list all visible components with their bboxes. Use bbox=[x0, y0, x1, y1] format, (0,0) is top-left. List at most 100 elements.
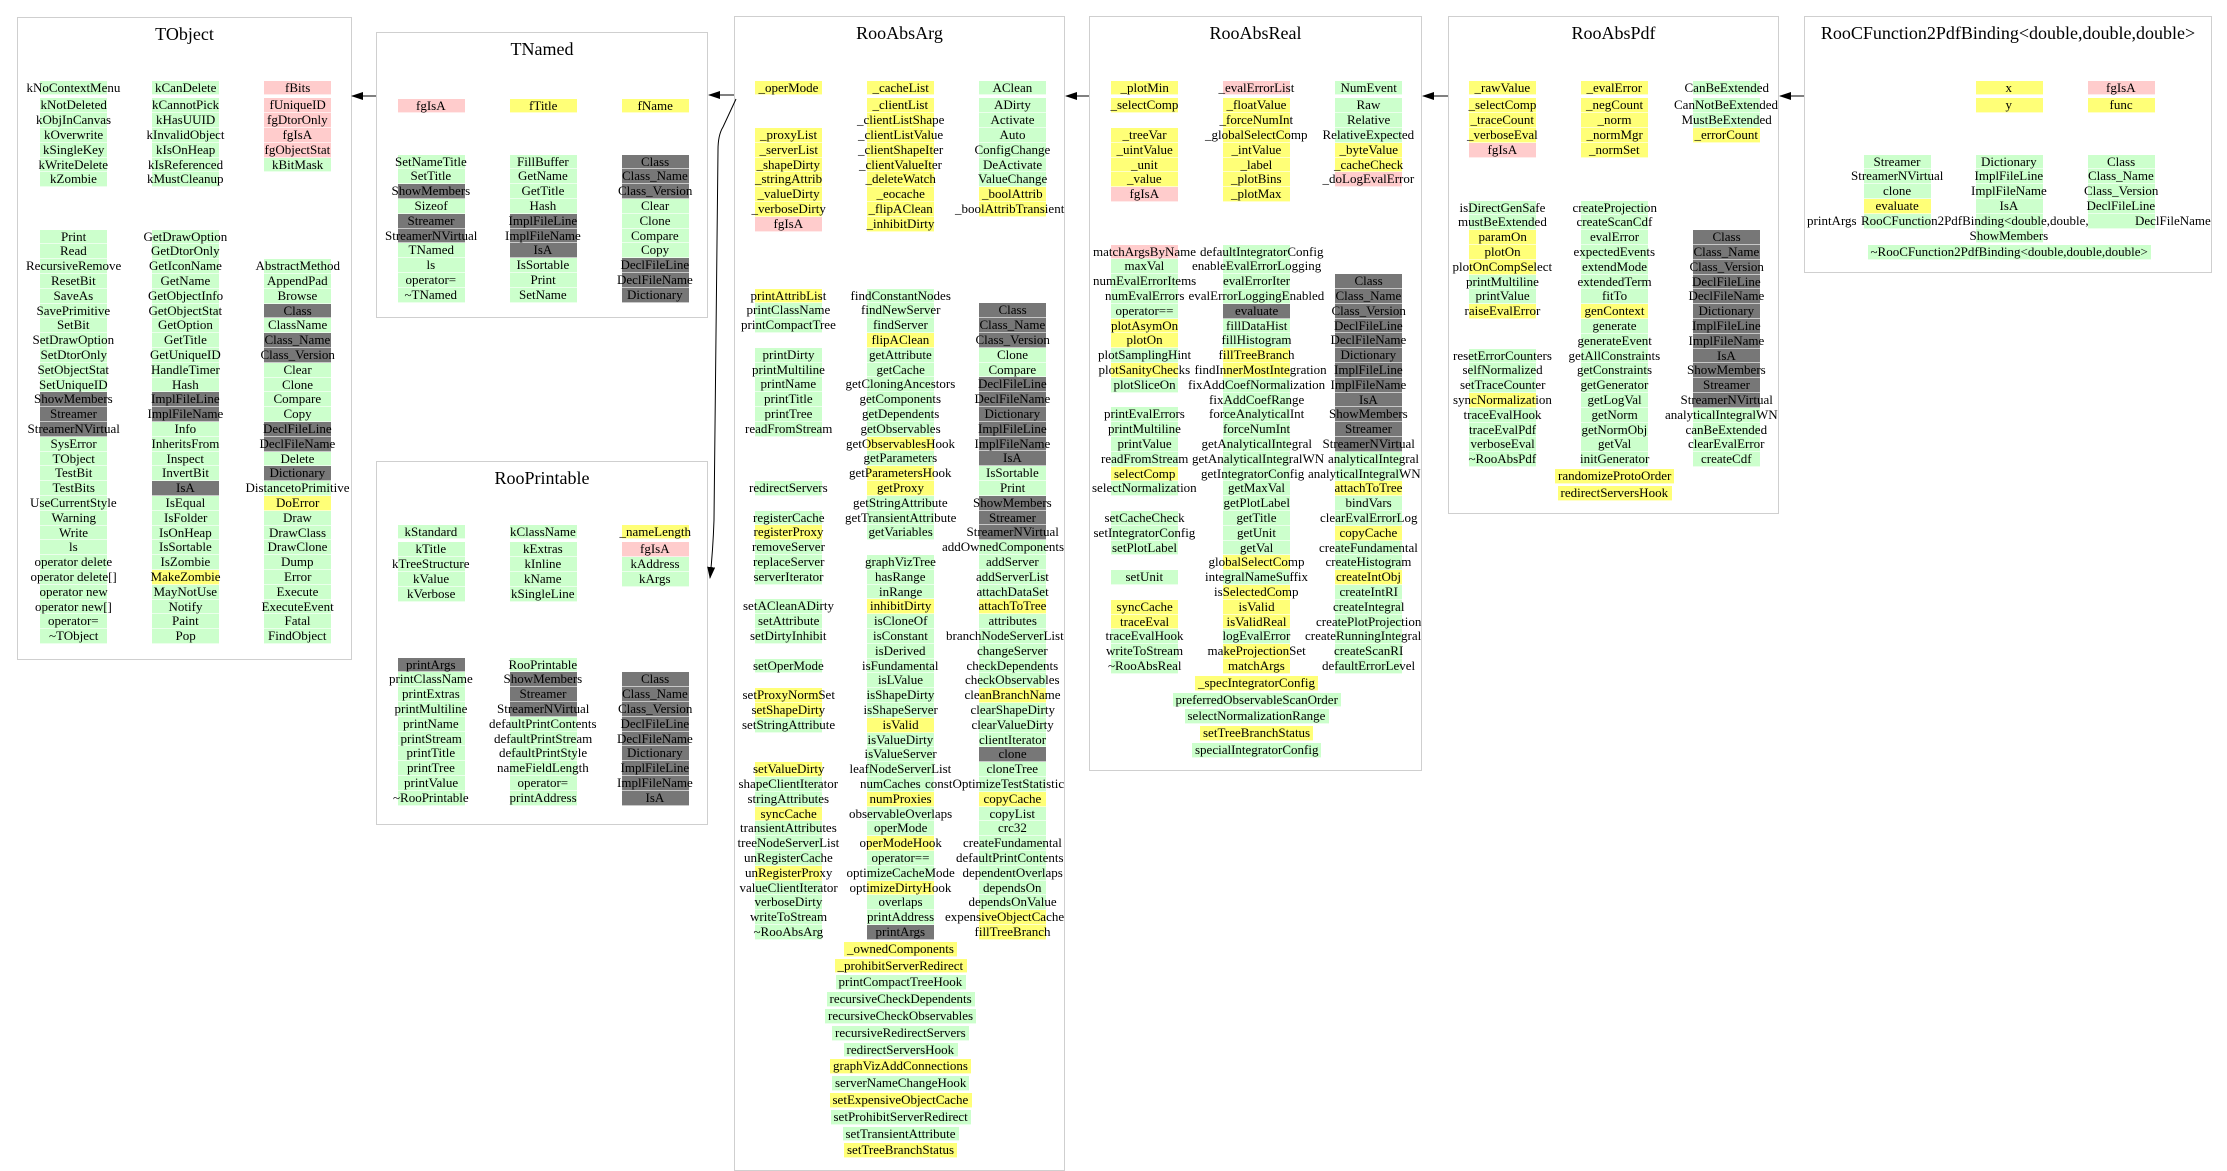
method-item[interactable]: traceEval bbox=[1111, 614, 1178, 630]
method-item[interactable]: IsOnHeap bbox=[152, 525, 219, 541]
method-item[interactable]: operator= bbox=[397, 272, 465, 288]
method-item[interactable]: AbstractMethod bbox=[256, 258, 340, 274]
method-item[interactable]: isValid bbox=[867, 717, 934, 733]
method-item[interactable]: numCaches bbox=[860, 776, 934, 792]
method-item[interactable]: verboseDirty bbox=[755, 895, 822, 911]
member-item[interactable]: _forceNumInt bbox=[1220, 112, 1293, 128]
method-item[interactable]: ImplFileLine bbox=[151, 392, 220, 408]
method-item[interactable]: Browse bbox=[264, 288, 331, 304]
method-item[interactable]: printStream bbox=[397, 731, 465, 747]
class-box-tnamed[interactable]: TNamed fgIsA fTitle fName SetNameTitle SetTit… bbox=[376, 32, 708, 318]
method-item[interactable]: redirectServersHook bbox=[843, 1042, 958, 1058]
method-item[interactable]: GetName bbox=[509, 169, 577, 185]
method-item[interactable]: Delete bbox=[264, 451, 331, 467]
method-item[interactable]: maxVal bbox=[1111, 259, 1178, 275]
method-item[interactable]: createFundamental bbox=[963, 835, 1062, 851]
method-item[interactable]: printValue bbox=[1469, 289, 1536, 305]
method-item[interactable]: createScanCdf bbox=[1577, 215, 1652, 231]
method-item[interactable]: HandleTimer bbox=[151, 362, 220, 378]
method-item[interactable]: DeclFileLine bbox=[621, 716, 689, 732]
method-item[interactable]: InheritsFrom bbox=[152, 436, 219, 452]
method-item[interactable]: removeServer bbox=[752, 539, 825, 555]
method-item[interactable]: Class_Name bbox=[1335, 288, 1402, 304]
method-item[interactable]: Class_Version bbox=[618, 183, 692, 199]
method-item[interactable]: clone bbox=[1863, 183, 1931, 199]
method-item[interactable]: fixAddCoefRange bbox=[1209, 392, 1304, 408]
member-item[interactable]: kZombie bbox=[40, 172, 107, 188]
method-item[interactable]: IsA bbox=[1335, 392, 1402, 408]
method-item[interactable]: printTitle bbox=[397, 746, 465, 762]
method-item[interactable]: printName bbox=[755, 377, 822, 393]
method-item[interactable]: GetTitle bbox=[152, 332, 219, 348]
member-item[interactable]: kObjInCanvas bbox=[36, 112, 111, 128]
method-item[interactable]: getDependents bbox=[862, 406, 939, 422]
method-item[interactable]: isDirectGenSafe bbox=[1460, 200, 1545, 216]
method-item[interactable]: canBeExtended bbox=[1686, 422, 1767, 438]
method-item[interactable]: Copy bbox=[621, 243, 689, 259]
method-item[interactable]: analyticalIntegral bbox=[1328, 451, 1419, 467]
method-item[interactable]: expectedEvents bbox=[1574, 244, 1655, 260]
member-item[interactable]: kIsOnHeap bbox=[152, 142, 219, 158]
method-item[interactable]: Error bbox=[264, 569, 331, 585]
method-item[interactable]: GetOption bbox=[152, 318, 219, 334]
method-item[interactable]: getObservablesHook bbox=[846, 436, 955, 452]
method-item[interactable]: setAttribute bbox=[755, 613, 822, 629]
method-item[interactable]: getLogVal bbox=[1581, 392, 1648, 408]
method-item[interactable]: generateEvent bbox=[1578, 333, 1652, 349]
method-item[interactable]: ImplFileName bbox=[505, 228, 581, 244]
class-box-rooabspdf[interactable]: RooAbsPdf _rawValue _selectComp _traceCount… bbox=[1448, 16, 1779, 514]
method-item[interactable]: plotOn bbox=[1111, 333, 1178, 349]
method-item[interactable]: defaultPrintContents bbox=[489, 716, 597, 732]
method-item[interactable]: GetObjectStat bbox=[149, 303, 222, 319]
method-item[interactable]: ImplFileName bbox=[1971, 183, 2047, 199]
method-item[interactable]: Copy bbox=[264, 406, 331, 422]
method-item[interactable]: preferredObservableScanOrder bbox=[1172, 692, 1341, 708]
method-item[interactable]: operator new[] bbox=[35, 599, 112, 615]
member-item[interactable]: ConfigChange bbox=[975, 142, 1050, 158]
method-item[interactable]: IsFolder bbox=[152, 510, 219, 526]
method-item[interactable]: getNorm bbox=[1581, 407, 1648, 423]
member-item[interactable]: kNoContextMenu bbox=[27, 80, 120, 96]
method-item[interactable]: clearShapeDirty bbox=[971, 702, 1055, 718]
method-item[interactable]: setValueDirty bbox=[753, 761, 824, 777]
method-item[interactable]: MakeZombie bbox=[151, 569, 221, 585]
method-item[interactable]: plotOnCompSelect bbox=[1453, 259, 1552, 275]
member-item[interactable]: _traceCount bbox=[1469, 112, 1536, 128]
member-item[interactable]: _verboseDirty bbox=[752, 201, 826, 217]
method-item[interactable]: printAddress bbox=[867, 909, 934, 925]
method-item[interactable]: InvertBit bbox=[152, 466, 219, 482]
method-item[interactable]: ~TObject bbox=[40, 628, 107, 644]
method-item[interactable]: ShowMembers bbox=[1329, 407, 1408, 423]
method-item[interactable]: Class_Name bbox=[1693, 244, 1760, 260]
member-item[interactable]: fgDtorOnly bbox=[264, 112, 331, 128]
method-item[interactable]: traceEvalHook bbox=[1106, 629, 1183, 645]
member-item[interactable]: _specIntegratorConfig bbox=[1195, 675, 1318, 691]
method-item[interactable]: numEvalErrorItems bbox=[1093, 273, 1196, 289]
method-item[interactable]: Class bbox=[979, 303, 1046, 319]
method-item[interactable]: Print bbox=[40, 229, 107, 245]
method-item[interactable]: Dictionary bbox=[264, 466, 331, 482]
class-box-rooprintable[interactable]: RooPrintable kStandard kTitle kTreeStructur… bbox=[376, 461, 708, 825]
method-item[interactable]: ResetBit bbox=[40, 273, 107, 289]
method-item[interactable]: syncCache bbox=[755, 806, 822, 822]
method-item[interactable]: StreamerNVirtual bbox=[385, 228, 477, 244]
method-item[interactable]: forceNumInt bbox=[1223, 421, 1290, 437]
method-item[interactable]: bindVars bbox=[1335, 495, 1402, 511]
method-item[interactable]: branchNodeServerList bbox=[946, 628, 1064, 644]
method-item[interactable]: Class bbox=[1693, 229, 1760, 245]
method-item[interactable]: Dictionary bbox=[1693, 303, 1760, 319]
method-item[interactable]: SetNameTitle bbox=[395, 154, 467, 170]
class-box-rooabsarg[interactable]: RooAbsArg _operMode _ownedComponents _prohi… bbox=[734, 16, 1065, 1171]
method-item[interactable]: attributes bbox=[979, 613, 1046, 629]
method-item[interactable]: DoError bbox=[264, 495, 331, 511]
method-item[interactable]: StreamerNVirtual bbox=[1323, 436, 1415, 452]
method-item[interactable]: SaveAs bbox=[40, 288, 107, 304]
method-item[interactable]: createProjection bbox=[1573, 200, 1657, 216]
method-item[interactable]: createCdf bbox=[1693, 451, 1760, 467]
method-item[interactable]: IsSortable bbox=[152, 540, 219, 556]
method-item[interactable]: expensiveObjectCache bbox=[945, 909, 1064, 925]
method-item[interactable]: enableEvalErrorLogging bbox=[1192, 259, 1321, 275]
method-item[interactable]: ShowMembers bbox=[1970, 228, 2048, 244]
method-item[interactable]: optimizeCacheMode bbox=[847, 865, 955, 881]
method-item[interactable]: fixAddCoefNormalization bbox=[1188, 377, 1325, 393]
